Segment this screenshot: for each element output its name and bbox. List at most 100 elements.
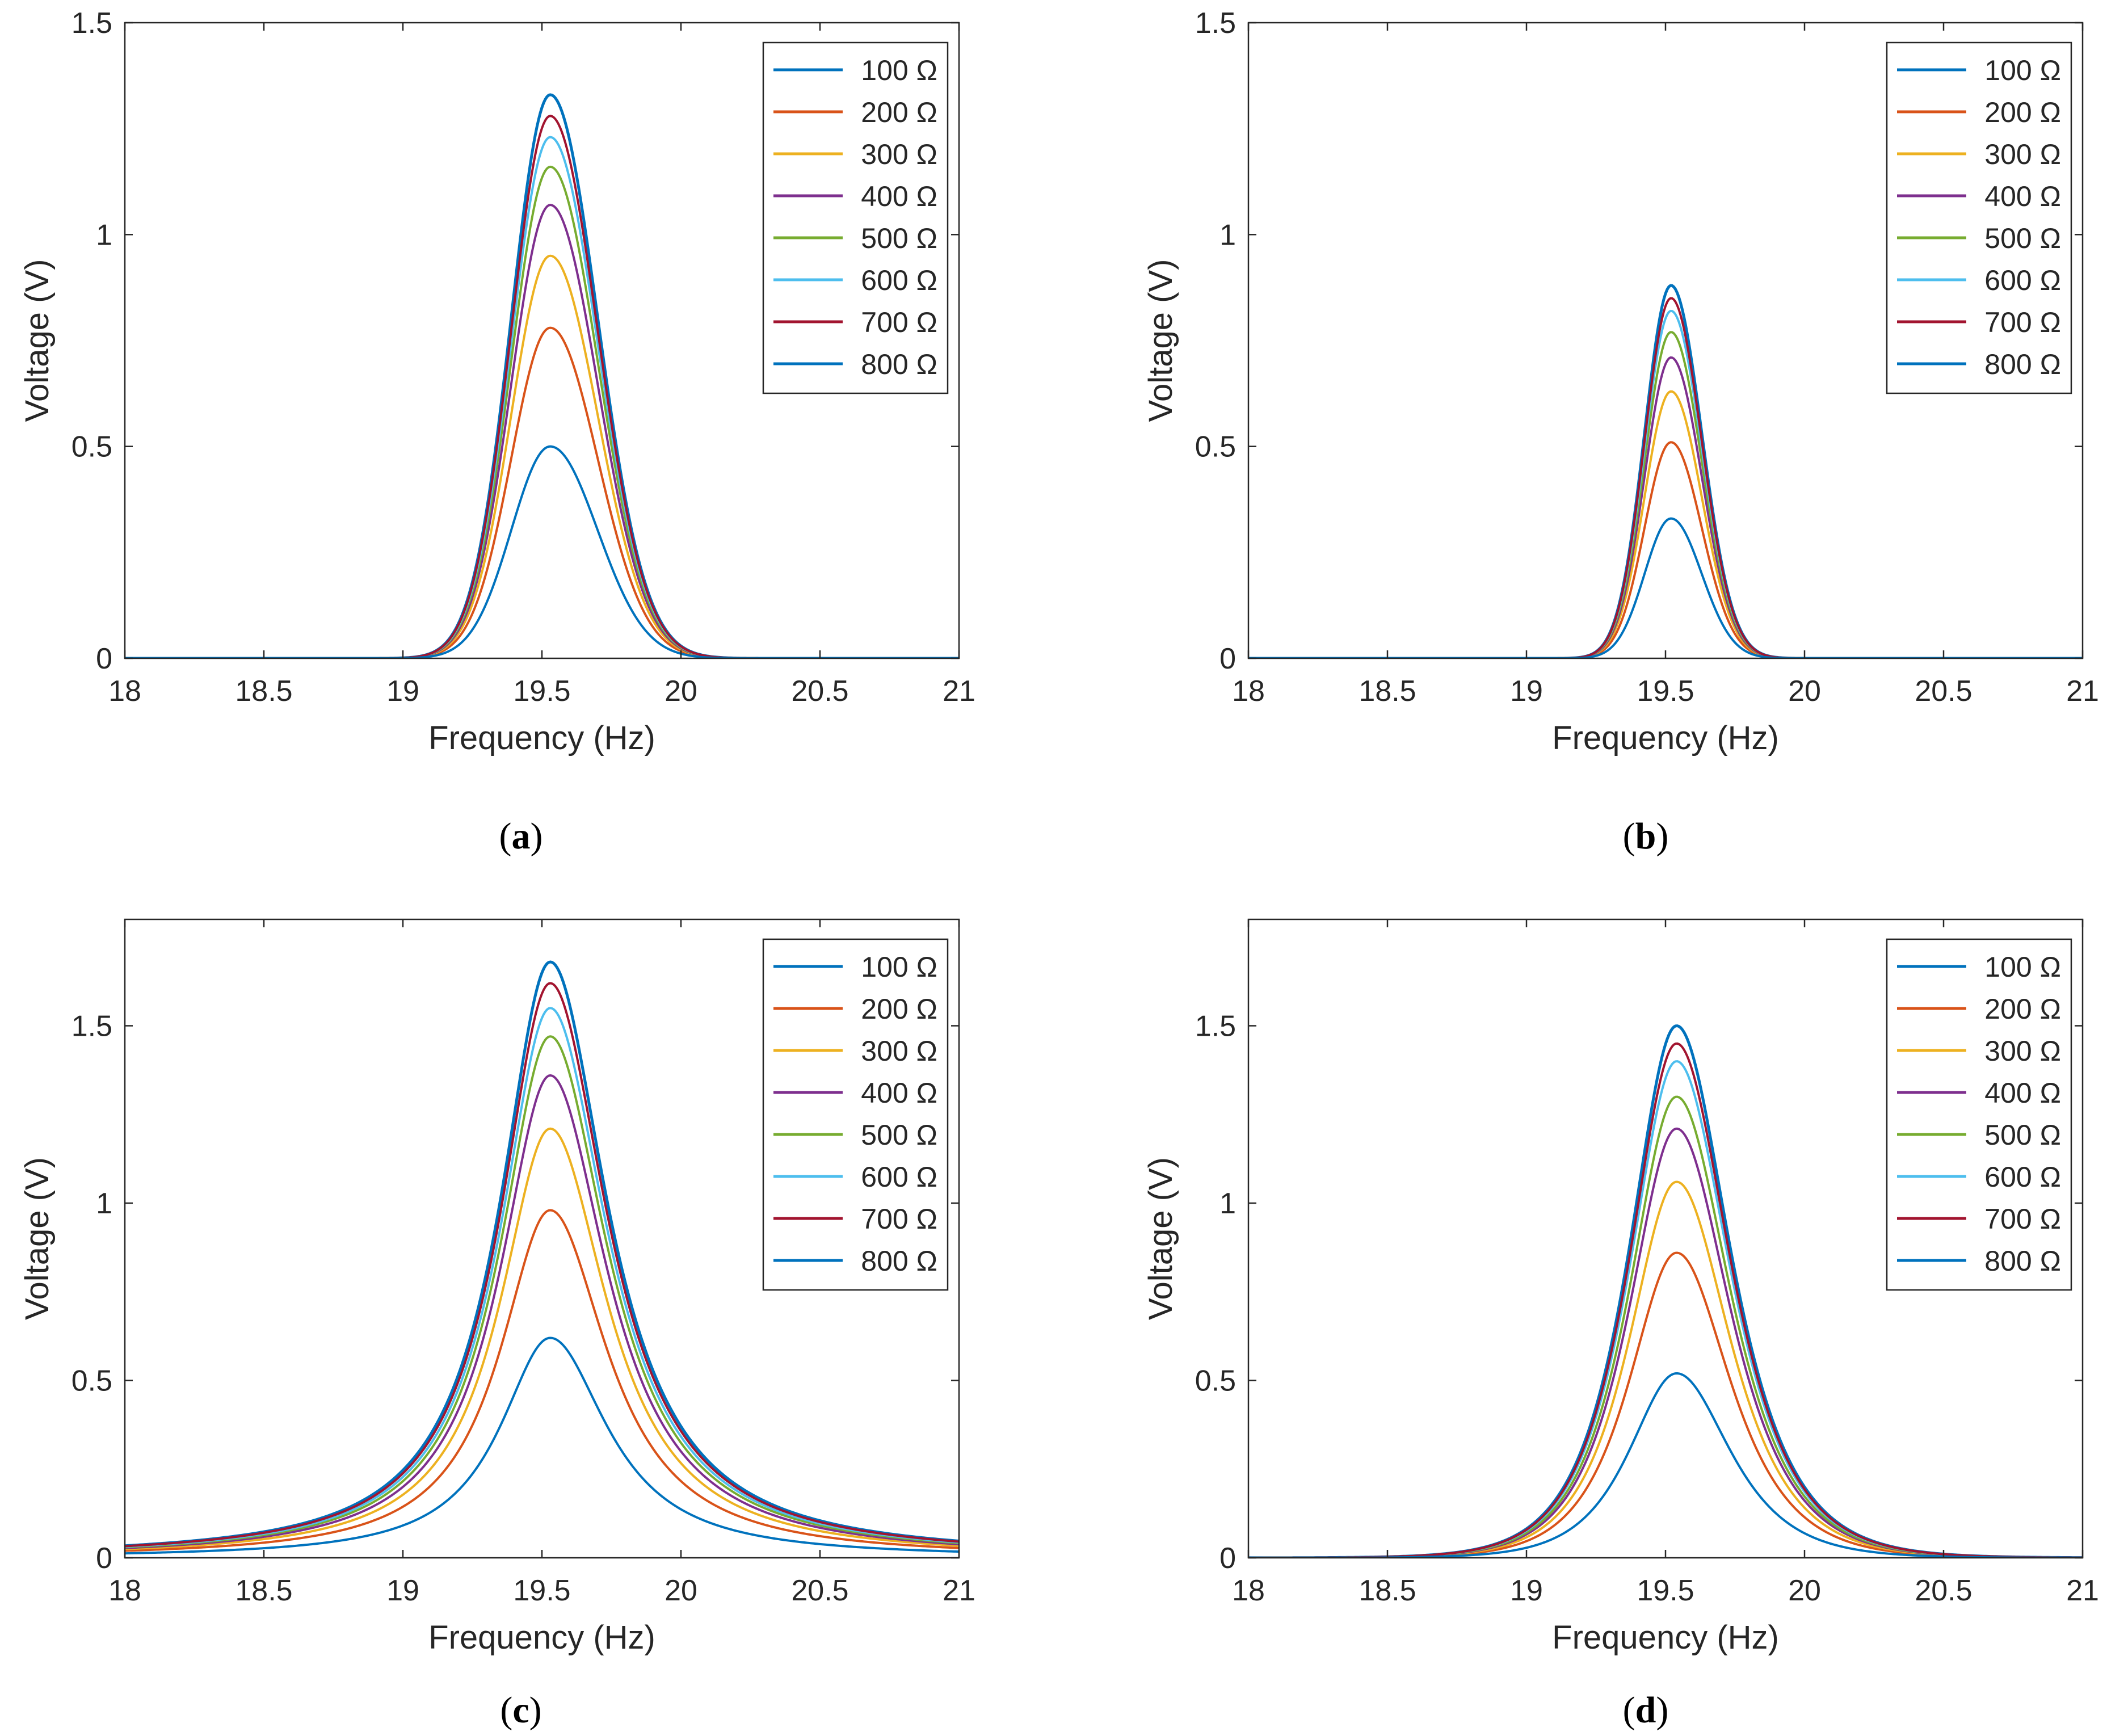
panel-a: 18 18.5 19 19.5 20 20.5 21 0 0.5 1 1.5 Frequency (H… <box>19 7 975 857</box>
x-tick-label: 18.5 <box>235 675 292 708</box>
legend-label: 100 Ω <box>861 951 937 983</box>
y-axis-label: Voltage (V) <box>1142 1157 1179 1320</box>
x-tick-label: 18.5 <box>235 1574 292 1607</box>
x-tick-label: 19 <box>386 675 419 708</box>
legend-entry: 100 Ω <box>773 951 937 983</box>
x-tick-label: 20.5 <box>791 675 848 708</box>
x-tick-label: 19 <box>1510 1574 1543 1607</box>
legend-label: 700 Ω <box>1984 1203 2061 1235</box>
series-line-300ohm <box>125 254 959 658</box>
series-line-800ohm <box>125 445 959 658</box>
series-line-800ohm <box>125 1336 959 1555</box>
y-tick-label: 1.5 <box>1195 7 1236 40</box>
y-axis: 0 0.5 1 1.5 <box>1195 7 2083 675</box>
series-line-400ohm <box>125 1074 959 1549</box>
legend-label: 200 Ω <box>861 993 937 1025</box>
legend-entry: 800 Ω <box>1897 1245 2061 1277</box>
x-tick-label: 21 <box>943 1574 975 1607</box>
legend-label: 400 Ω <box>1984 1077 2061 1109</box>
x-tick-label: 19.5 <box>1637 675 1694 708</box>
y-tick-label: 1 <box>1219 218 1236 251</box>
series-line-400ohm <box>125 204 959 658</box>
x-axis-label: Frequency (Hz) <box>428 720 655 756</box>
legend-entry: 800 Ω <box>773 348 937 380</box>
series-group <box>125 960 959 1555</box>
legend-label: 100 Ω <box>1984 54 2061 86</box>
y-tick-label: 1 <box>1219 1187 1236 1220</box>
x-tick-label: 20.5 <box>791 1574 848 1607</box>
legend-entry: 100 Ω <box>773 54 937 86</box>
legend-label: 300 Ω <box>1984 1035 2061 1067</box>
x-tick-label: 18 <box>108 675 141 708</box>
y-axis: 0 0.5 1 1.5 <box>72 1010 959 1575</box>
x-tick-label: 20.5 <box>1915 675 1972 708</box>
legend-entry: 200 Ω <box>1897 993 2061 1025</box>
legend-box <box>1886 41 2072 394</box>
series-line-700ohm <box>125 982 959 1548</box>
legend-entry: 700 Ω <box>1897 1203 2061 1235</box>
legend-label: 300 Ω <box>861 138 937 170</box>
series-line-200ohm <box>125 1209 959 1552</box>
series-group <box>1248 284 2083 658</box>
series-line-800ohm <box>1248 517 2083 658</box>
legend-entry: 500 Ω <box>773 1119 937 1151</box>
series-line-200ohm <box>125 326 959 658</box>
legend-entry: 500 Ω <box>773 222 937 254</box>
legend-label: 700 Ω <box>861 306 937 338</box>
y-tick-label: 1 <box>96 1187 112 1220</box>
legend-entry: 300 Ω <box>1897 138 2061 170</box>
legend-label: 600 Ω <box>1984 264 2061 296</box>
series-line-500ohm <box>125 1035 959 1549</box>
legend-entry: 600 Ω <box>1897 1161 2061 1193</box>
legend-label: 800 Ω <box>1984 348 2061 380</box>
legend-entry: 400 Ω <box>773 1077 937 1109</box>
legend-entry: 600 Ω <box>773 264 937 296</box>
series-line-500ohm <box>1248 331 2083 658</box>
panel-caption: (c) <box>500 1689 541 1731</box>
legend-label: 500 Ω <box>1984 222 2061 254</box>
series-line-300ohm <box>125 1127 959 1550</box>
x-axis-label: Frequency (Hz) <box>428 1619 655 1656</box>
legend-label: 400 Ω <box>1984 180 2061 212</box>
legend-entry: 200 Ω <box>1897 96 2061 128</box>
series-line-300ohm <box>1248 390 2083 658</box>
legend-label: 100 Ω <box>1984 951 2061 983</box>
legend-entry: 500 Ω <box>1897 1119 2061 1151</box>
x-tick-label: 21 <box>2066 675 2099 708</box>
x-tick-label: 21 <box>2066 1574 2099 1607</box>
series-group <box>125 93 959 658</box>
legend-label: 300 Ω <box>1984 138 2061 170</box>
panel-caption: (b) <box>1623 816 1669 857</box>
x-tick-label: 19.5 <box>513 675 570 708</box>
legend-label: 200 Ω <box>1984 993 2061 1025</box>
series-line-400ohm <box>1248 356 2083 658</box>
panel-d: 18 18.5 19 19.5 20 20.5 21 0 0.5 1 1.5 Frequency (H… <box>1142 918 2099 1731</box>
legend-entry: 800 Ω <box>773 1245 937 1277</box>
x-tick-label: 18 <box>1232 1574 1265 1607</box>
x-axis: 18 18.5 19 19.5 20 20.5 21 <box>108 919 975 1607</box>
x-tick-label: 20.5 <box>1915 1574 1972 1607</box>
legend-entry: 700 Ω <box>773 306 937 338</box>
y-tick-label: 0 <box>1219 642 1236 675</box>
x-tick-label: 19 <box>386 1574 419 1607</box>
legend-entry: 100 Ω <box>1897 951 2061 983</box>
legend-label: 800 Ω <box>861 1245 937 1277</box>
x-tick-label: 18 <box>1232 675 1265 708</box>
panel-caption: (d) <box>1623 1689 1669 1731</box>
y-tick-label: 1.5 <box>72 7 112 40</box>
x-tick-label: 18.5 <box>1359 1574 1416 1607</box>
y-axis: 0 0.5 1 1.5 <box>72 7 959 675</box>
y-tick-label: 0 <box>96 1542 112 1575</box>
x-tick-label: 18.5 <box>1359 675 1416 708</box>
y-axis-label: Voltage (V) <box>1142 259 1179 422</box>
x-tick-label: 18 <box>108 1574 141 1607</box>
panel-b: 18 18.5 19 19.5 20 20.5 21 0 0.5 1 1.5 Frequency (H… <box>1142 7 2099 857</box>
y-tick-label: 1.5 <box>1195 1010 1236 1043</box>
legend-entry: 200 Ω <box>773 96 937 128</box>
legend-entry: 700 Ω <box>773 1203 937 1235</box>
y-tick-label: 1.5 <box>72 1010 112 1043</box>
legend-entry: 600 Ω <box>1897 264 2061 296</box>
x-tick-label: 19.5 <box>513 1574 570 1607</box>
legend-label: 600 Ω <box>861 264 937 296</box>
